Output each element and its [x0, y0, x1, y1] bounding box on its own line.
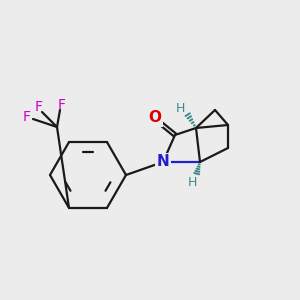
- Text: H: H: [175, 101, 185, 115]
- Text: F: F: [23, 110, 31, 124]
- Text: O: O: [148, 110, 161, 125]
- Text: H: H: [187, 176, 197, 190]
- Text: F: F: [58, 98, 66, 112]
- Text: N: N: [157, 154, 169, 169]
- Text: F: F: [35, 100, 43, 114]
